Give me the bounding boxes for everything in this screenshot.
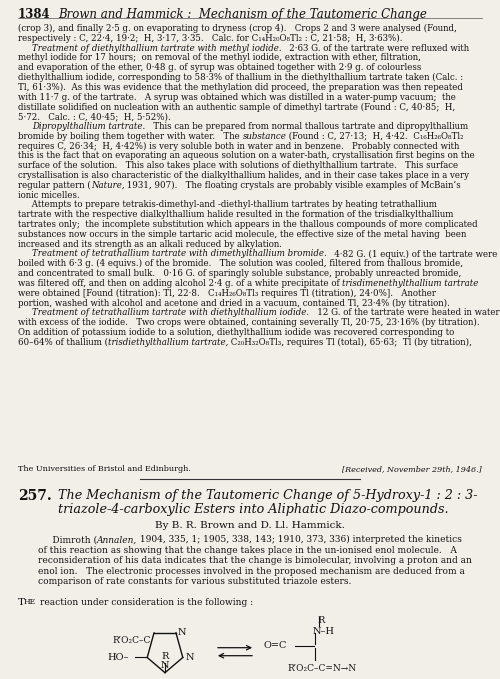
Text: HE: HE [24, 598, 36, 606]
Text: (crop 3), and finally 2·5 g. on evaporating to dryness (crop 4).   Crops 2 and 3: (crop 3), and finally 2·5 g. on evaporat… [18, 24, 457, 33]
Text: Attempts to prepare tetrakis-dimethyl-and -diethyl-thallium tartrates by heating: Attempts to prepare tetrakis-dimethyl-an… [18, 200, 437, 209]
Text: respectively : C, 22·4, 19·2;  H, 3·17, 3·35.   Calc. for C₁₄H₂₀O₈Tl₂ : C, 21·58: respectively : C, 22·4, 19·2; H, 3·17, 3… [18, 34, 402, 43]
Text: trisdiethylthallium tartrate,: trisdiethylthallium tartrate, [108, 337, 228, 346]
Text: with 11·7 g. of the tartrate.   A syrup was obtained which was distilled in a wa: with 11·7 g. of the tartrate. A syrup wa… [18, 92, 456, 102]
Text: reaction under consideration is the following :: reaction under consideration is the foll… [40, 598, 253, 607]
Text: HO–: HO– [108, 653, 129, 662]
Text: tartrate with the respective dialkylthallium halide resulted in the formation of: tartrate with the respective dialkylthal… [18, 210, 454, 219]
Text: substances now occurs in the simple tartaric acid molecule, the effective size o: substances now occurs in the simple tart… [18, 230, 466, 239]
Text: 1384: 1384 [18, 8, 50, 21]
Text: reconsideration of his data indicates that the change is bimolecular, involving : reconsideration of his data indicates th… [38, 556, 472, 565]
Text: Dipropylthallium tartrate.: Dipropylthallium tartrate. [32, 122, 145, 131]
Text: enol ion.   The electronic processes involved in the proposed mechanism are dedu: enol ion. The electronic processes invol… [38, 567, 465, 576]
Text: Treatment of diethylthallium tartrate with methyl iodide.: Treatment of diethylthallium tartrate wi… [32, 43, 282, 52]
Text: crystallisation is also characteristic of the dialkylthallium halides, and in th: crystallisation is also characteristic o… [18, 171, 469, 180]
Text: Dimroth (: Dimroth ( [38, 535, 97, 544]
Text: diethylthallium iodide, corresponding to 58·3% of thallium in the diethylthalliu: diethylthallium iodide, corresponding to… [18, 73, 463, 82]
Text: R: R [162, 652, 168, 661]
Text: and concentrated to small bulk.   0·16 G. of sparingly soluble substance, probab: and concentrated to small bulk. 0·16 G. … [18, 269, 462, 278]
Text: The Mechanism of the Tautomeric Change of 5-Hydroxy-1 : 2 : 3-: The Mechanism of the Tautomeric Change o… [58, 489, 478, 502]
Text: N: N [186, 653, 194, 662]
Text: This can be prepared from normal thallous tartrate and dipropylthallium: This can be prepared from normal thallou… [145, 122, 468, 131]
Text: N–H: N–H [313, 627, 335, 636]
Text: 5·72.   Calc. : C, 40·45;  H, 5·52%).: 5·72. Calc. : C, 40·45; H, 5·52%). [18, 112, 171, 121]
Text: 4·82 G. (1 equiv.) of the tartrate were: 4·82 G. (1 equiv.) of the tartrate were [326, 249, 498, 259]
Text: T: T [18, 598, 25, 607]
Text: Treatment of tetrathallium tartrate with diethylthallium iodide.: Treatment of tetrathallium tartrate with… [32, 308, 309, 317]
Text: On addition of potassium iodide to a solution, diethylthallium iodide was recove: On addition of potassium iodide to a sol… [18, 328, 454, 337]
Text: increased and its strength as an alkali reduced by alkylation.: increased and its strength as an alkali … [18, 240, 282, 249]
Text: (Found : C, 27·13;  H, 4·42.  C₁₆H₂₆O₈Tl₂: (Found : C, 27·13; H, 4·42. C₁₆H₂₆O₈Tl₂ [286, 132, 464, 141]
Text: bromide by boiling them together with water.   The: bromide by boiling them together with wa… [18, 132, 242, 141]
Text: trisdimenethylthallium tartrate: trisdimenethylthallium tartrate [342, 279, 479, 288]
Text: 1904, 335, 1; 1905, 338, 143; 1910, 373, 336) interpreted the kinetics: 1904, 335, 1; 1905, 338, 143; 1910, 373,… [138, 535, 462, 545]
Text: R: R [317, 616, 324, 625]
Text: 12 G. of the tartrate were heated in water: 12 G. of the tartrate were heated in wat… [309, 308, 500, 317]
Text: 60–64% of thallium (: 60–64% of thallium ( [18, 337, 108, 346]
Text: with excess of the iodide.   Two crops were obtained, containing severally Tl, 2: with excess of the iodide. Two crops wer… [18, 318, 479, 327]
Text: Tl, 61·3%).  As this was evidence that the methylation did proceed, the preparat: Tl, 61·3%). As this was evidence that th… [18, 83, 463, 92]
Text: methyl iodide for 17 hours;  on removal of the methyl iodide, extraction with et: methyl iodide for 17 hours; on removal o… [18, 54, 421, 62]
Text: surface of the solution.   This also takes place with solutions of diethylthalli: surface of the solution. This also takes… [18, 161, 458, 170]
Text: O=C: O=C [264, 641, 287, 650]
Text: ionic micelles.: ionic micelles. [18, 191, 80, 200]
Text: 1931, 907).   The floating crystals are probably visible examples of McBain’s: 1931, 907). The floating crystals are pr… [124, 181, 461, 190]
Text: were obtained [Found (titration): Tl, 22·8.   C₁₄H₂₆O₈Tl₃ requires Tl (titration: were obtained [Found (titration): Tl, 22… [18, 289, 436, 297]
Text: requires C, 26·34;  H, 4·42%) is very soluble both in water and in benzene.   Pr: requires C, 26·34; H, 4·42%) is very sol… [18, 142, 460, 151]
Text: and evaporation of the ether, 0·48 g. of syrup was obtained together with 2·9 g.: and evaporation of the ether, 0·48 g. of… [18, 63, 421, 72]
Text: substance: substance [242, 132, 286, 141]
Text: Nature,: Nature, [91, 181, 124, 190]
Text: Annalen,: Annalen, [97, 535, 138, 544]
Text: [Received, November 29th, 1946.]: [Received, November 29th, 1946.] [342, 465, 482, 473]
Text: Brown and Hammick :  Mechanism of the Tautomeric Change: Brown and Hammick : Mechanism of the Tau… [58, 8, 427, 21]
Text: By B. R. Brown and D. Ll. Hammick.: By B. R. Brown and D. Ll. Hammick. [155, 521, 345, 530]
Text: R’O₂C–C=N→N: R’O₂C–C=N→N [287, 663, 356, 673]
Text: Treatment of tetrathallium tartrate with dimethylthallium bromide.: Treatment of tetrathallium tartrate with… [32, 249, 326, 259]
Text: R’O₂C–C: R’O₂C–C [112, 636, 151, 645]
Text: N: N [161, 661, 169, 669]
Text: tartrates only;  the incomplete substitution which appears in the thallous compo: tartrates only; the incomplete substitut… [18, 220, 477, 229]
Text: N: N [178, 628, 186, 638]
Text: C₂₀H₃₂O₈Tl₃, requires Tl (total), 65·63;  Tl (by titration),: C₂₀H₃₂O₈Tl₃, requires Tl (total), 65·63;… [228, 337, 472, 347]
Text: this is the fact that on evaporating an aqueous solution on a water-bath, crysta: this is the fact that on evaporating an … [18, 151, 475, 160]
Text: regular pattern (: regular pattern ( [18, 181, 91, 190]
Text: portion, washed with alcohol and acetone and dried in a vacuum, contained Tl, 23: portion, washed with alcohol and acetone… [18, 298, 450, 308]
Text: distillate solidified on nucleation with an authentic sample of dimethyl tartrat: distillate solidified on nucleation with… [18, 103, 455, 111]
Text: triazole-4-carboxylic Esters into Aliphatic Diazo-compounds.: triazole-4-carboxylic Esters into Alipha… [58, 503, 448, 516]
Text: was filtered off, and then on adding alcohol 2·4 g. of a white precipitate of: was filtered off, and then on adding alc… [18, 279, 342, 288]
Text: boiled with 6·3 g. (4 equivs.) of the bromide.   The solution was cooled, filter: boiled with 6·3 g. (4 equivs.) of the br… [18, 259, 463, 268]
Text: The Universities of Bristol and Edinburgh.: The Universities of Bristol and Edinburg… [18, 465, 191, 473]
Text: 257.: 257. [18, 489, 52, 503]
Text: 2·63 G. of the tartrate were refluxed with: 2·63 G. of the tartrate were refluxed wi… [282, 43, 470, 52]
Text: comparison of rate constants for various substituted triazole esters.: comparison of rate constants for various… [38, 577, 352, 586]
Text: of this reaction as showing that the change takes place in the un-ionised enol m: of this reaction as showing that the cha… [38, 546, 457, 555]
